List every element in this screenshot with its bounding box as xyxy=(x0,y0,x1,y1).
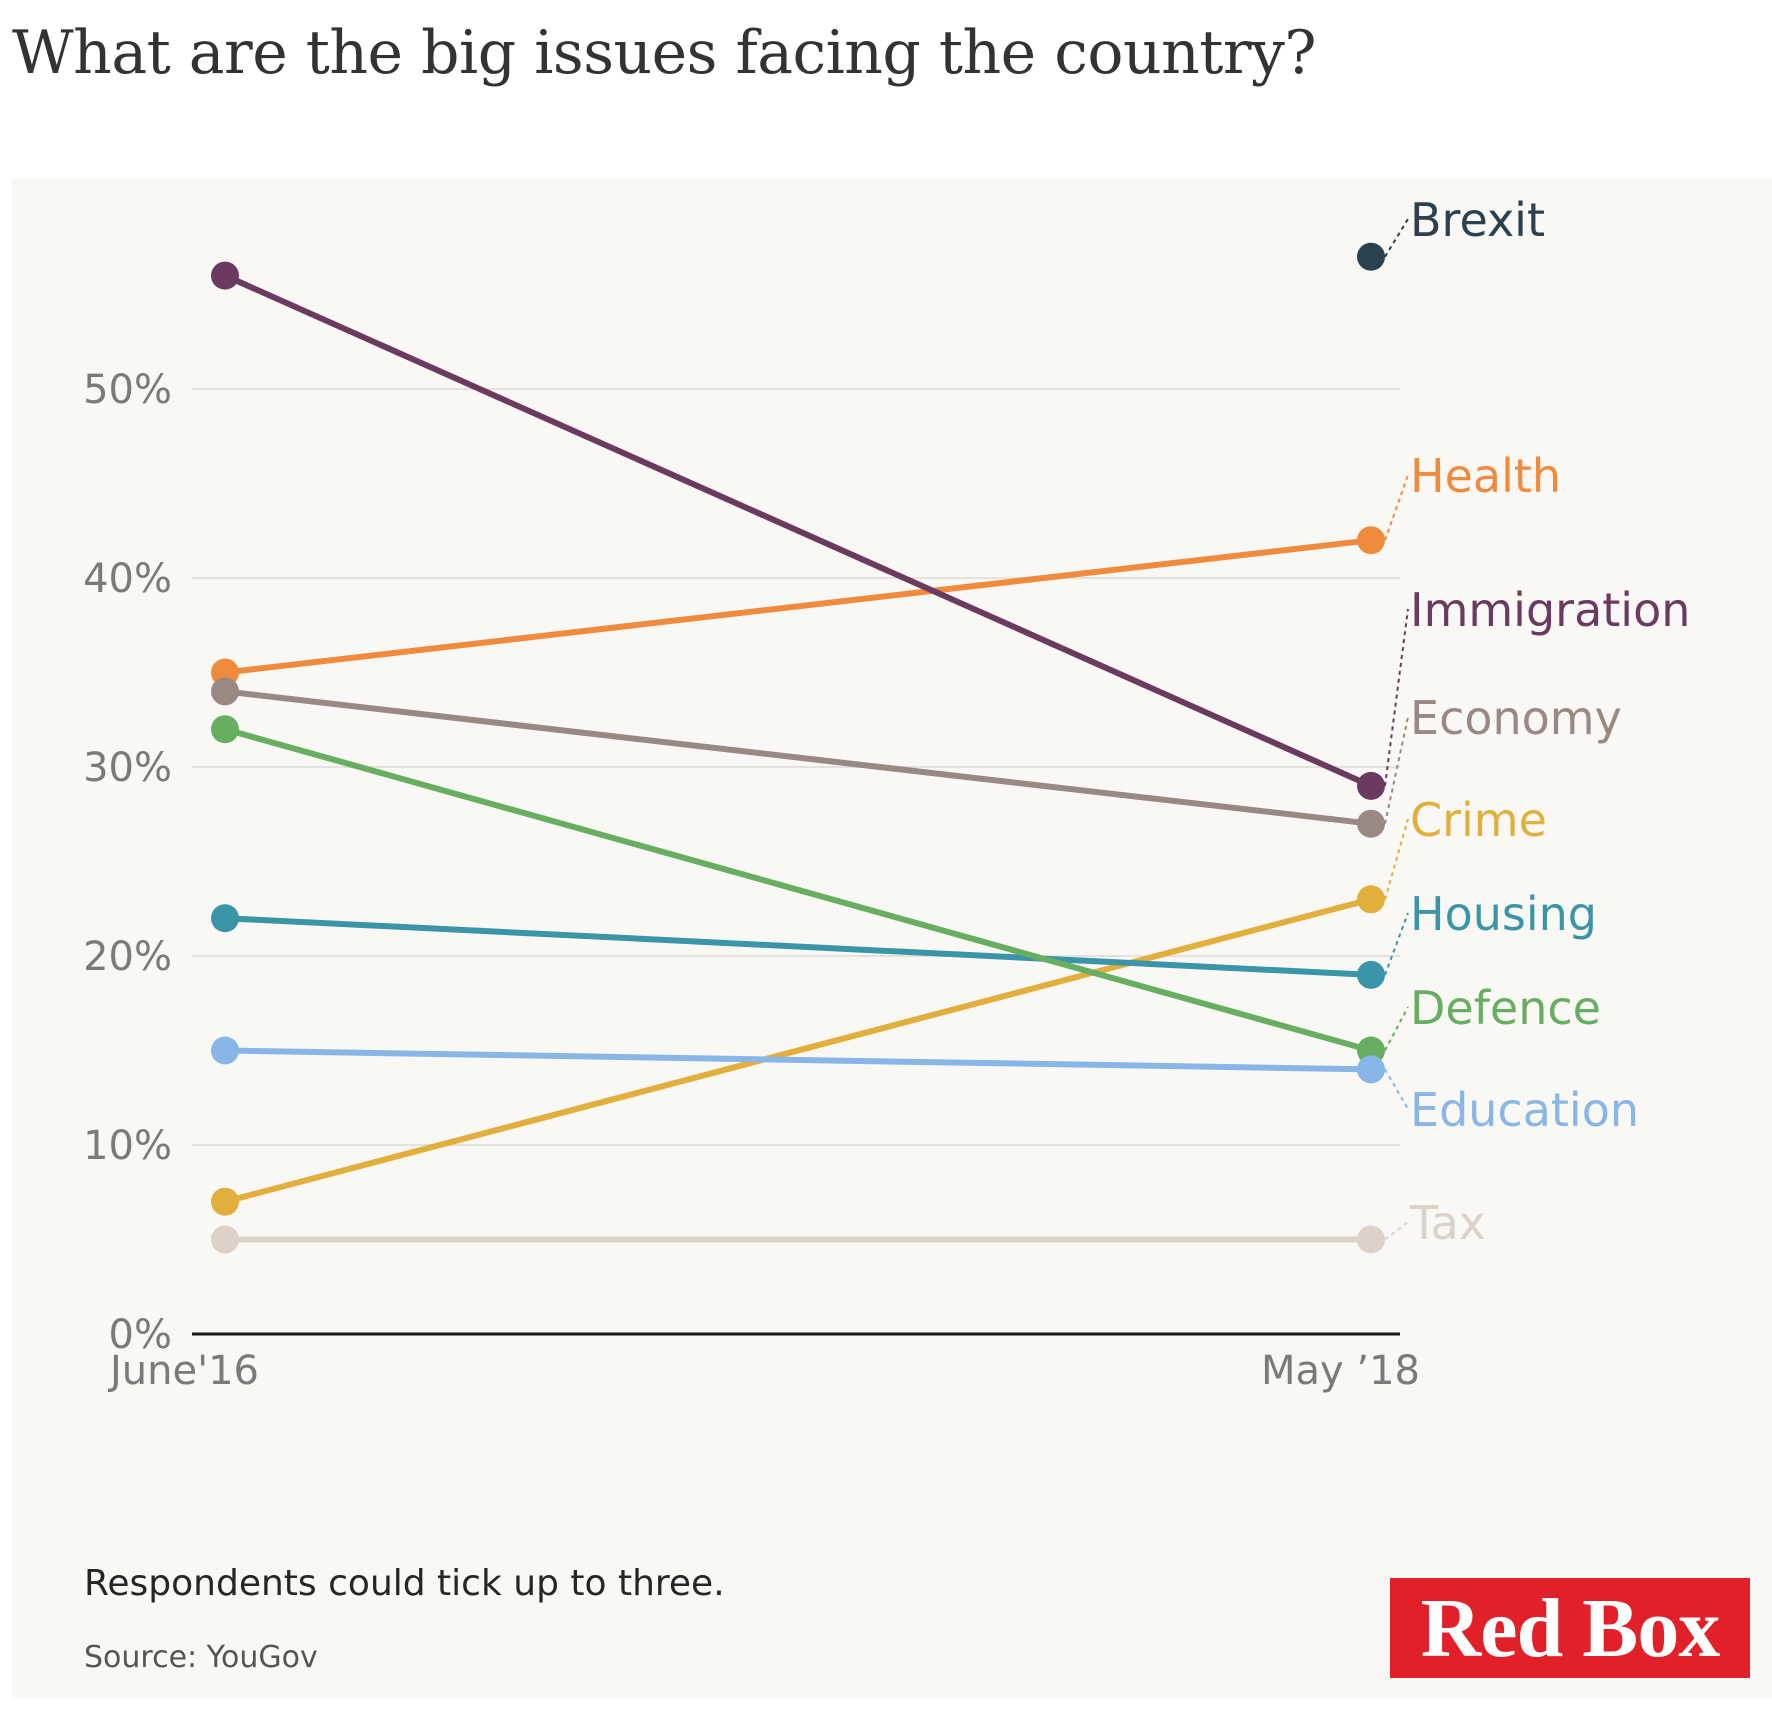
immigration-series-line xyxy=(222,272,1374,789)
y-tick-label: 40% xyxy=(83,556,172,602)
immigration-label: Immigration xyxy=(1410,583,1690,637)
crime-leader-line xyxy=(1384,818,1409,900)
housing-leader-line xyxy=(1384,912,1409,976)
y-tick-label: 0% xyxy=(109,1312,172,1358)
y-tick-label: 20% xyxy=(83,934,172,980)
defence-series-line xyxy=(222,726,1374,1054)
health-series-line xyxy=(222,537,1374,676)
health-label: Health xyxy=(1410,449,1561,503)
x-tick-label: May ’18 xyxy=(1261,1348,1420,1394)
economy-point xyxy=(211,677,239,706)
chart-note: Respondents could tick up to three. xyxy=(84,1563,725,1604)
defence-label: Defence xyxy=(1410,981,1601,1035)
crime-point xyxy=(211,1187,239,1216)
economy-series-line xyxy=(222,688,1374,827)
y-tick-label: 50% xyxy=(83,367,172,413)
tax-point xyxy=(211,1225,239,1254)
defence-leader-line xyxy=(1384,1006,1409,1051)
x-tick-label: June'16 xyxy=(107,1348,259,1394)
housing-point xyxy=(1357,960,1385,989)
health-leader-line xyxy=(1384,474,1409,541)
immigration-point xyxy=(1357,771,1385,800)
red-box-logo: Red Box xyxy=(1390,1578,1750,1678)
economy-point xyxy=(1357,809,1385,838)
education-label: Education xyxy=(1410,1083,1639,1137)
education-series-line xyxy=(222,1047,1374,1073)
chart-source: Source: YouGov xyxy=(84,1640,318,1675)
brexit-point xyxy=(1357,242,1385,271)
health-point xyxy=(1357,526,1385,555)
immigration-point xyxy=(211,261,239,290)
education-point xyxy=(211,1036,239,1065)
chart-panel: 0% 10% 20% 30% 40% 50% June'16 May ’18 Brexit Hea… xyxy=(12,178,1772,1698)
crime-label: Crime xyxy=(1410,793,1547,847)
chart-title: What are the big issues facing the count… xyxy=(12,18,1317,88)
crime-point xyxy=(1357,885,1385,914)
brexit-label: Brexit xyxy=(1410,193,1545,247)
housing-point xyxy=(211,904,239,933)
y-tick-label: 30% xyxy=(83,745,172,791)
tax-label: Tax xyxy=(1409,1196,1486,1250)
immigration-leader-line xyxy=(1384,608,1409,787)
housing-label: Housing xyxy=(1410,887,1597,941)
economy-label: Economy xyxy=(1410,691,1622,745)
tax-point xyxy=(1357,1225,1385,1254)
crime-series-line xyxy=(222,896,1374,1205)
brexit-leader-line xyxy=(1384,218,1409,258)
education-point xyxy=(1357,1055,1385,1084)
defence-point xyxy=(211,715,239,744)
tax-leader-line xyxy=(1384,1221,1409,1241)
education-leader-line xyxy=(1384,1068,1409,1110)
logo-text: Red Box xyxy=(1420,1581,1721,1675)
economy-leader-line xyxy=(1384,716,1409,824)
housing-series-line xyxy=(222,915,1374,978)
y-tick-label: 10% xyxy=(83,1123,172,1169)
line-chart: 0% 10% 20% 30% 40% 50% June'16 May ’18 Brexit Hea… xyxy=(83,193,1690,1394)
